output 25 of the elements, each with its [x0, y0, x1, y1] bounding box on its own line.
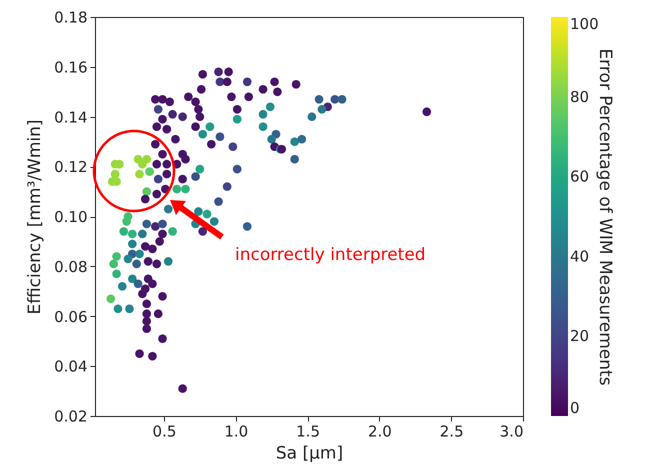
annotation: incorrectly interpreted: [235, 245, 426, 265]
y-tick-label: 0.08: [54, 258, 88, 276]
color-bar-label: 0: [570, 399, 580, 417]
x-axis-title: Sa [µm]: [276, 444, 344, 464]
y-tick-label: 0.10: [54, 208, 88, 226]
x-tick-label: 2.5: [440, 422, 464, 440]
y-tick-label: 0.06: [54, 308, 88, 326]
y-tick-label: 0.14: [54, 108, 88, 126]
x-tick-label: 2.0: [368, 422, 392, 440]
y-tick-label: 0.04: [54, 358, 88, 376]
y-tick-label: 0.12: [54, 158, 88, 176]
color-bar-label: 60: [570, 168, 590, 186]
color-bar-title: Error Percentage of WIM Measurements: [595, 48, 615, 386]
x-tick-label: 1.0: [224, 422, 248, 440]
color-bar-label: 100: [570, 15, 599, 33]
x-tick-label: 1.5: [296, 422, 320, 440]
x-tick-label: 0.5: [152, 422, 176, 440]
y-axis-title: Efficiency [mm³/Wmin]: [25, 119, 46, 315]
y-tick-label: 0.16: [54, 58, 88, 76]
color-bar-label: 40: [570, 247, 590, 266]
color-bar-label: 20: [570, 327, 590, 346]
y-tick-label: 0.18: [54, 8, 88, 26]
y-tick-label: 0.02: [54, 408, 88, 426]
color-bar-label: 80: [570, 88, 590, 106]
x-tick-label: 3.0: [500, 422, 524, 440]
